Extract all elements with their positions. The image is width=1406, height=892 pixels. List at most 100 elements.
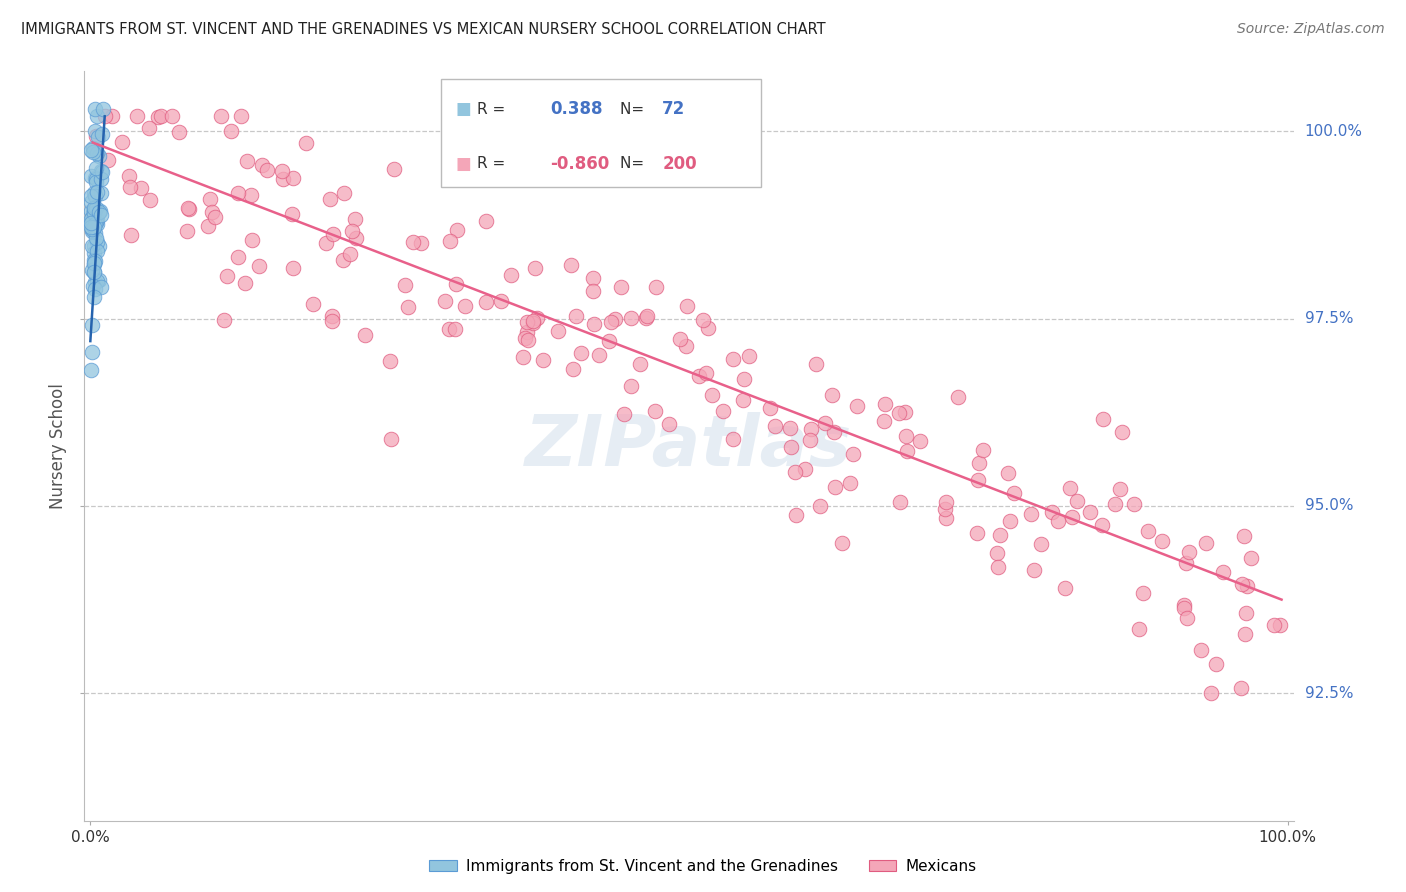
Point xyxy=(250,158,273,172)
Point xyxy=(1234,606,1257,620)
Point xyxy=(1177,611,1199,625)
Point xyxy=(247,259,270,273)
Point xyxy=(231,109,253,123)
Point xyxy=(658,417,681,432)
Point xyxy=(86,185,108,199)
Point xyxy=(675,339,697,353)
Point xyxy=(240,233,263,247)
Point xyxy=(1189,643,1212,657)
Point xyxy=(988,528,1011,542)
Point xyxy=(1029,537,1052,551)
Point xyxy=(89,207,111,221)
Point xyxy=(1173,600,1195,615)
Point xyxy=(794,462,817,476)
Point xyxy=(318,192,340,206)
Point xyxy=(695,366,717,380)
Point xyxy=(120,180,142,194)
Point xyxy=(80,318,103,333)
Text: 97.5%: 97.5% xyxy=(1305,311,1353,326)
Text: R =: R = xyxy=(478,102,510,117)
Point xyxy=(162,109,184,123)
Point xyxy=(846,399,869,413)
Point xyxy=(83,256,105,270)
Point xyxy=(523,260,546,275)
Point xyxy=(785,508,807,522)
Point xyxy=(433,294,456,309)
Point xyxy=(90,280,112,294)
Point xyxy=(873,414,896,428)
Point xyxy=(80,194,103,209)
Point xyxy=(302,297,325,311)
Point xyxy=(91,165,114,179)
Point xyxy=(235,276,257,290)
Point xyxy=(167,124,190,138)
Point xyxy=(934,501,956,516)
Point xyxy=(908,434,931,449)
Point xyxy=(1178,545,1201,559)
Point xyxy=(83,201,105,215)
Legend: Immigrants from St. Vincent and the Grenadines, Mexicans: Immigrants from St. Vincent and the Gren… xyxy=(423,853,983,880)
Point xyxy=(396,301,419,315)
Point xyxy=(83,282,105,296)
Point xyxy=(1059,481,1081,495)
Point xyxy=(1053,582,1076,596)
Point xyxy=(723,351,745,366)
Point xyxy=(84,231,107,245)
Point xyxy=(935,510,957,524)
Point xyxy=(446,223,468,237)
Point xyxy=(583,318,606,332)
Point xyxy=(271,164,294,178)
Point xyxy=(437,321,460,335)
Point xyxy=(86,244,108,258)
Point xyxy=(779,421,801,435)
Point xyxy=(987,560,1010,574)
Point xyxy=(91,127,114,141)
Point xyxy=(82,216,104,230)
Point xyxy=(82,279,104,293)
Point xyxy=(84,129,107,144)
Point xyxy=(569,346,592,360)
Point xyxy=(84,124,107,138)
Point xyxy=(86,217,108,231)
Point xyxy=(1205,657,1227,671)
Point xyxy=(90,172,112,186)
Point xyxy=(177,202,200,217)
Point xyxy=(896,429,918,443)
Point xyxy=(80,212,103,227)
Point xyxy=(344,231,367,245)
Point xyxy=(80,263,103,277)
Point xyxy=(86,109,108,123)
Point xyxy=(209,109,232,123)
Point xyxy=(120,227,142,242)
Point xyxy=(226,186,249,200)
Point xyxy=(333,186,356,201)
Point xyxy=(561,362,583,376)
Point xyxy=(721,433,744,447)
Text: N=: N= xyxy=(620,156,650,171)
Point xyxy=(83,239,105,253)
Point xyxy=(83,246,105,260)
Point xyxy=(1240,551,1263,566)
Point xyxy=(87,149,110,163)
Point xyxy=(565,310,588,324)
Point xyxy=(315,235,337,250)
Point xyxy=(343,212,366,227)
Point xyxy=(759,401,782,416)
Point xyxy=(80,189,103,203)
Point xyxy=(444,277,467,292)
Point xyxy=(295,136,318,150)
Point xyxy=(1132,585,1154,599)
Point xyxy=(321,314,343,328)
Point xyxy=(443,322,465,336)
Point xyxy=(799,433,821,447)
Point xyxy=(516,334,538,348)
Point xyxy=(967,473,990,487)
Point xyxy=(80,363,103,377)
Point xyxy=(489,294,512,309)
Point xyxy=(82,222,104,236)
Point xyxy=(512,351,534,365)
Point xyxy=(1062,509,1084,524)
Point xyxy=(547,324,569,338)
Point xyxy=(1229,681,1251,696)
Point xyxy=(321,310,343,324)
